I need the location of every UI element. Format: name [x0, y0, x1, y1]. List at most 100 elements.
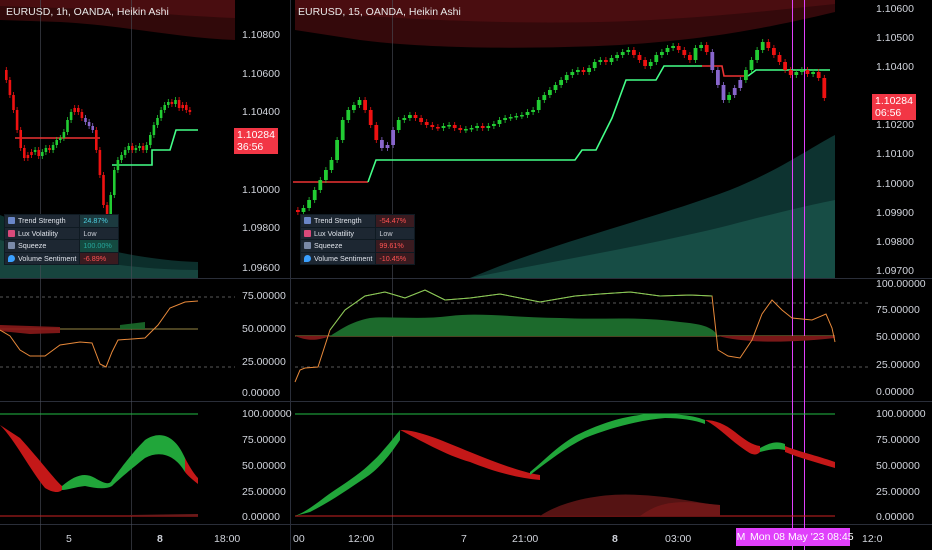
row-label: Trend Strength: [314, 216, 362, 226]
candle: [77, 108, 80, 112]
candle: [755, 50, 759, 60]
right-price-tick: 1.10200: [876, 119, 914, 131]
candle: [324, 170, 328, 180]
candle: [37, 150, 40, 156]
candle: [436, 127, 440, 129]
right-price-tick: 1.09700: [876, 265, 914, 277]
right-time-axis: 00 12:00 7 21:00 8 03:00 12:0: [293, 533, 883, 545]
right-time-tick: 7: [461, 533, 467, 545]
left-osc2-axis: 100.00000 75.00000 50.00000 25.00000 0.0…: [242, 408, 292, 523]
right-osc1-tick: 100.00000: [876, 278, 926, 290]
right-price-tick: 1.10500: [876, 32, 914, 44]
candle: [553, 85, 558, 90]
candle: [643, 60, 647, 66]
candle: [514, 116, 519, 118]
candle: [424, 122, 429, 125]
candle: [352, 105, 356, 110]
left-time-axis: 5 8 18:00: [66, 533, 240, 545]
table-row: Volume Sentiment -6.89%: [3, 251, 120, 265]
candle: [8, 80, 12, 95]
candle: [374, 125, 379, 140]
gear-icon: [304, 217, 311, 225]
candle: [141, 146, 145, 150]
row-value: 99.61%: [375, 239, 416, 253]
candle: [648, 62, 653, 66]
candle: [732, 88, 737, 95]
candle: [676, 46, 681, 50]
right-time-tick: 03:00: [665, 533, 691, 545]
candle: [73, 108, 76, 112]
left-bull-trail: [112, 129, 198, 166]
candle: [84, 118, 87, 122]
candle: [458, 128, 463, 130]
candle: [805, 70, 810, 74]
candle: [51, 145, 55, 150]
candle: [335, 140, 339, 160]
right-price-tag: 1.10284 06:56: [872, 94, 916, 120]
candle: [87, 122, 91, 126]
left-osc2-tick: 50.00000: [242, 460, 286, 472]
candle: [307, 200, 311, 208]
right-bull-trail-2: [747, 69, 830, 77]
candle: [716, 70, 720, 85]
candle: [138, 146, 141, 148]
candle: [329, 160, 334, 170]
right-price-tick: 1.09800: [876, 236, 914, 248]
row-value: 100.00%: [79, 239, 120, 253]
candle: [671, 46, 675, 48]
row-label: Squeeze: [314, 241, 343, 251]
candle: [120, 155, 123, 160]
left-info-table: Trend Strength 24.87% Lux Volatility Low…: [3, 214, 120, 265]
candle: [760, 42, 765, 50]
table-row: Trend Strength 24.87%: [3, 214, 120, 228]
candle: [503, 118, 507, 120]
candle: [598, 60, 603, 62]
candle: [402, 118, 407, 120]
candle: [727, 95, 731, 100]
candle: [296, 210, 300, 212]
right-time-tick: 8: [612, 533, 618, 545]
left-price-tick: 1.10600: [242, 68, 280, 80]
right-time-tick: 12:0: [862, 533, 883, 545]
candle: [181, 105, 184, 108]
table-row: Lux Volatility Low: [3, 226, 120, 240]
left-price-axis: 1.10800 1.10600 1.10400 1.10000 1.09800 …: [242, 29, 280, 274]
candle: [626, 50, 631, 52]
right-osc1-tick: 50.00000: [876, 331, 920, 343]
right-osc2-axis: 100.00000 75.00000 50.00000 25.00000 0.0…: [876, 408, 926, 523]
candle: [346, 110, 351, 120]
table-row: Squeeze 99.61%: [299, 239, 416, 253]
candle: [413, 115, 418, 118]
candle: [441, 126, 446, 128]
candle: [542, 95, 547, 100]
candle: [632, 50, 636, 55]
candle: [59, 138, 62, 140]
chart-icon: [304, 229, 311, 237]
left-osc2-tick: 25.00000: [242, 486, 286, 498]
right-price-tick: 1.10400: [876, 61, 914, 73]
candle: [665, 48, 670, 52]
candle: [576, 70, 580, 72]
chart-icon: [8, 229, 15, 237]
table-row: Trend Strength -54.47%: [299, 214, 416, 228]
left-candles: [5, 67, 192, 218]
right-price-axis: 1.10600 1.10500 1.10400 1.10200 1.10100 …: [876, 3, 914, 277]
candle: [777, 55, 782, 62]
candle: [783, 62, 787, 70]
left-time-tick: 8: [157, 533, 163, 545]
row-value: Low: [79, 226, 120, 240]
row-value: -10.45%: [375, 251, 416, 265]
crosshair-date-label: Mon 08 May '23 08:45: [746, 528, 854, 546]
candle: [609, 58, 614, 62]
row-value: 24.87%: [79, 214, 120, 228]
candle: [134, 148, 138, 150]
drop-icon: [304, 254, 311, 262]
candle: [570, 72, 575, 75]
right-osc2-tick: 25.00000: [876, 486, 920, 498]
right-osc1-tick: 0.00000: [876, 386, 914, 398]
row-label: Lux Volatility: [314, 228, 354, 238]
candle: [19, 130, 22, 148]
candle: [33, 150, 37, 152]
candle: [170, 102, 174, 104]
